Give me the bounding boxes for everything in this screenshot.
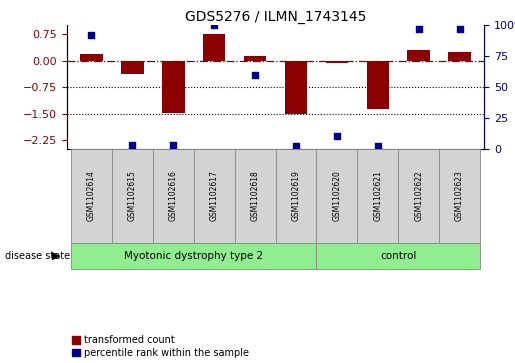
Point bbox=[333, 134, 341, 139]
Text: Myotonic dystrophy type 2: Myotonic dystrophy type 2 bbox=[124, 251, 263, 261]
Bar bbox=[112, 149, 153, 243]
Text: control: control bbox=[380, 251, 417, 261]
Point bbox=[415, 26, 423, 32]
Bar bbox=[367, 61, 389, 109]
Text: GSM1102621: GSM1102621 bbox=[373, 171, 382, 221]
Bar bbox=[203, 34, 226, 61]
Point bbox=[374, 143, 382, 149]
Point bbox=[455, 26, 464, 32]
Bar bbox=[153, 149, 194, 243]
Bar bbox=[276, 149, 316, 243]
Text: ▶: ▶ bbox=[53, 251, 61, 261]
Bar bbox=[285, 61, 307, 114]
Bar bbox=[80, 54, 102, 61]
Bar bbox=[316, 243, 480, 269]
Point bbox=[292, 143, 300, 149]
Bar bbox=[398, 149, 439, 243]
Bar bbox=[121, 61, 144, 74]
Bar bbox=[357, 149, 398, 243]
Bar bbox=[325, 61, 348, 64]
Text: GSM1102619: GSM1102619 bbox=[291, 171, 300, 221]
Text: GSM1102622: GSM1102622 bbox=[414, 171, 423, 221]
Bar bbox=[449, 52, 471, 61]
Bar bbox=[71, 243, 316, 269]
Bar bbox=[235, 149, 276, 243]
Text: GSM1102614: GSM1102614 bbox=[87, 171, 96, 221]
Bar bbox=[71, 149, 112, 243]
Bar bbox=[439, 149, 480, 243]
Point bbox=[88, 32, 96, 38]
Text: GSM1102623: GSM1102623 bbox=[455, 171, 464, 221]
Point bbox=[210, 23, 218, 28]
Legend: transformed count, percentile rank within the sample: transformed count, percentile rank withi… bbox=[72, 335, 249, 358]
Title: GDS5276 / ILMN_1743145: GDS5276 / ILMN_1743145 bbox=[185, 11, 366, 24]
Text: GSM1102618: GSM1102618 bbox=[251, 171, 260, 221]
Text: GSM1102620: GSM1102620 bbox=[332, 171, 341, 221]
Text: GSM1102617: GSM1102617 bbox=[210, 171, 219, 221]
Bar bbox=[244, 56, 266, 61]
Bar bbox=[316, 149, 357, 243]
Point bbox=[128, 142, 136, 148]
Bar bbox=[162, 61, 184, 113]
Text: disease state: disease state bbox=[5, 251, 70, 261]
Bar bbox=[194, 149, 235, 243]
Point bbox=[251, 72, 259, 78]
Point bbox=[169, 142, 177, 148]
Text: GSM1102616: GSM1102616 bbox=[169, 171, 178, 221]
Bar bbox=[407, 50, 430, 61]
Text: GSM1102615: GSM1102615 bbox=[128, 171, 137, 221]
